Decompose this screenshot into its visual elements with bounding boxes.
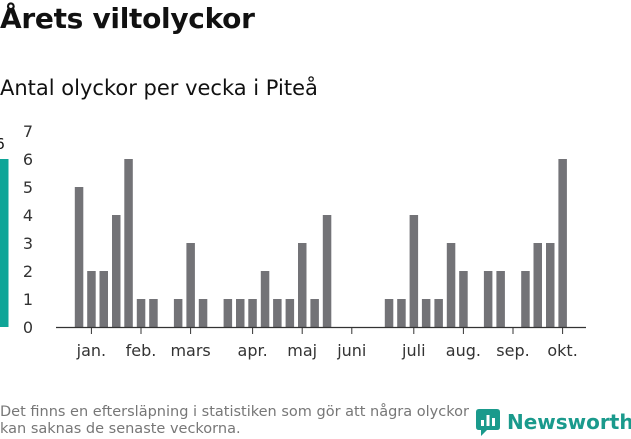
x-tick-label: maj [287, 341, 317, 360]
footnote: Det finns en eftersläpning i statistiken… [0, 404, 469, 437]
x-tick-label: jan. [76, 341, 106, 360]
x-tick-label: mars [170, 341, 210, 360]
y-tick-label: 7 [23, 122, 33, 141]
bar [322, 215, 332, 327]
bar [446, 243, 456, 327]
bar [483, 271, 493, 327]
chart-title: Årets viltolyckor [0, 2, 255, 35]
bar [136, 299, 146, 327]
y-tick-label: 3 [23, 234, 33, 253]
bar [459, 271, 468, 327]
bar [186, 243, 195, 327]
bar [223, 299, 233, 327]
newsworthy-icon [476, 409, 500, 436]
bar [248, 299, 257, 327]
y-tick-label: 6 [23, 150, 33, 169]
x-tick-label: juli [401, 341, 425, 360]
bar [112, 215, 121, 327]
x-tick-label: okt. [547, 341, 577, 360]
chart-subtitle: Antal olyckor per vecka i Piteå [0, 76, 318, 100]
bar [173, 299, 183, 327]
highlighted-bar [0, 159, 9, 327]
x-tick-label: apr. [238, 341, 268, 360]
y-tick-label: 5 [23, 178, 33, 197]
bar [384, 299, 394, 327]
bar [397, 299, 406, 327]
bar [546, 243, 555, 327]
bar [87, 271, 96, 327]
bar [434, 299, 443, 327]
x-tick-label: feb. [126, 341, 157, 360]
bar [273, 299, 282, 327]
newsworthy-logo: Newsworthy [475, 407, 631, 437]
x-tick-label: aug. [446, 341, 481, 360]
y-tick-label: 2 [23, 262, 33, 281]
bar [533, 243, 542, 327]
bar [198, 299, 208, 327]
bar [521, 271, 530, 327]
bar [124, 159, 133, 327]
bar-chart: 012345676jan.feb.marsapr.majjunijuliaug.… [0, 122, 586, 360]
bar [558, 159, 567, 327]
x-tick-label: juni [336, 341, 366, 360]
bar [236, 299, 245, 327]
brand-name: Newsworthy [507, 410, 631, 434]
bar [310, 299, 319, 327]
bar [496, 271, 505, 327]
y-tick-label: 0 [23, 318, 33, 337]
y-tick-label: 1 [23, 290, 33, 309]
bar [409, 215, 419, 327]
x-tick-label: sep. [496, 341, 529, 360]
bar [421, 299, 431, 327]
bar [74, 187, 84, 327]
bar-value-label: 6 [0, 135, 5, 153]
bar [99, 271, 108, 327]
y-tick-label: 4 [23, 206, 33, 225]
bar [285, 299, 295, 327]
bar [298, 243, 307, 327]
bar [260, 271, 270, 327]
bar [149, 299, 158, 327]
